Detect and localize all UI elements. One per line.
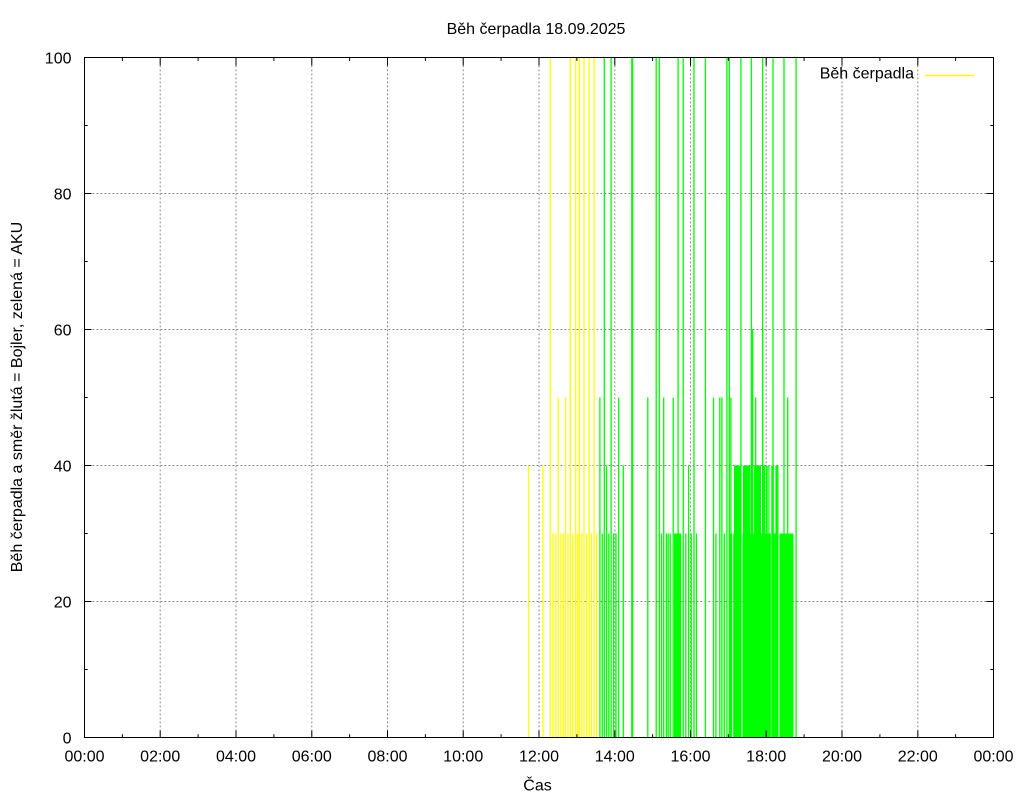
svg-text:10:00: 10:00 [443, 749, 483, 766]
svg-text:04:00: 04:00 [216, 749, 256, 766]
svg-text:06:00: 06:00 [292, 749, 332, 766]
svg-text:18:00: 18:00 [746, 749, 786, 766]
svg-text:60: 60 [54, 322, 72, 339]
svg-text:Čas: Čas [523, 775, 551, 794]
svg-text:12:00: 12:00 [519, 749, 559, 766]
svg-text:22:00: 22:00 [898, 749, 938, 766]
svg-text:40: 40 [54, 458, 72, 475]
svg-text:08:00: 08:00 [367, 749, 407, 766]
svg-text:14:00: 14:00 [595, 749, 635, 766]
svg-text:Běh čerpadla a směr žlutá = Bo: Běh čerpadla a směr žlutá = Bojler, zele… [9, 222, 26, 572]
svg-text:100: 100 [45, 50, 72, 67]
svg-text:Běh čerpadla: Běh čerpadla [820, 66, 914, 83]
svg-text:00:00: 00:00 [973, 749, 1013, 766]
svg-text:Běh čerpadla 18.09.2025: Běh čerpadla 18.09.2025 [447, 21, 626, 38]
svg-text:20:00: 20:00 [822, 749, 862, 766]
svg-text:20: 20 [54, 594, 72, 611]
svg-text:80: 80 [54, 186, 72, 203]
svg-text:0: 0 [63, 730, 72, 747]
svg-text:02:00: 02:00 [140, 749, 180, 766]
svg-text:16:00: 16:00 [670, 749, 710, 766]
svg-text:00:00: 00:00 [64, 749, 104, 766]
